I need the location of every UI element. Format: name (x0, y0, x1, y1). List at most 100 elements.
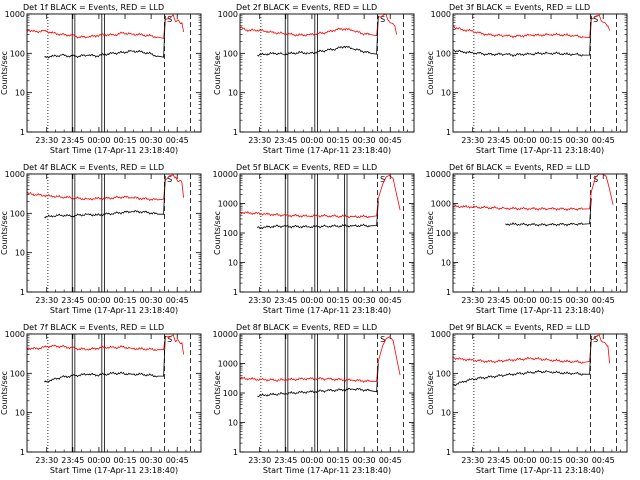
plot-frame (452, 173, 628, 293)
y-tick-label: 1 (446, 288, 451, 297)
x-tick-label: 00:15 (113, 456, 136, 465)
y-tick-label: 100 (436, 229, 451, 238)
y-tick-label: 10 (15, 89, 25, 98)
y-tick-label: 100 (436, 49, 451, 58)
s-marker-label: S (593, 15, 598, 24)
chart-panel-7: Det 7f BLACK = Events, RED = LLD Counts/s… (0, 323, 202, 475)
y-tick-label: 10 (15, 249, 25, 258)
s-marker-label: S (167, 175, 172, 184)
chart-title: Det 2f BLACK = Events, RED = LLD (236, 3, 377, 12)
x-tick-label: 00:30 (140, 456, 163, 465)
y-tick-label: 100 (10, 49, 25, 58)
x-tick-label: 00:45 (166, 136, 189, 145)
events-series-line (505, 198, 592, 227)
chart-panel-3: Det 3f BLACK = Events, RED = LLD Counts/s… (426, 3, 628, 155)
x-tick-label: 23:45 (487, 456, 510, 465)
y-tick-label: 1000 (5, 330, 25, 339)
x-tick-label: 23:45 (61, 456, 84, 465)
events-series-line (44, 15, 166, 59)
plot-frame (26, 13, 202, 133)
y-tick-label: 1000 (431, 330, 451, 339)
y-tick-label: 100 (10, 369, 25, 378)
x-tick-label: 23:30 (35, 456, 58, 465)
x-axis-label: Start Time (17-Apr-11 23:18:40) (50, 306, 178, 315)
y-tick-label: 1 (446, 128, 451, 137)
x-tick-label: 00:45 (379, 456, 402, 465)
x-tick-label: 00:45 (592, 296, 615, 305)
x-tick-label: 00:45 (379, 136, 402, 145)
y-axis-label: Counts/sec (213, 371, 222, 415)
chart-panel-5: Det 5f BLACK = Events, RED = LLD Counts/s… (213, 163, 415, 315)
x-tick-label: 00:30 (566, 296, 589, 305)
y-tick-label: 1 (446, 448, 451, 457)
y-axis-label: Counts/sec (426, 51, 435, 95)
x-axis-label: Start Time (17-Apr-11 23:18:40) (263, 466, 391, 475)
x-axis-label: Start Time (17-Apr-11 23:18:40) (263, 146, 391, 155)
events-series-line (257, 363, 379, 398)
plot-frame (239, 173, 415, 293)
chart-title: Det 9f BLACK = Events, RED = LLD (449, 323, 590, 332)
chart-title: Det 8f BLACK = Events, RED = LLD (236, 323, 377, 332)
x-tick-label: 23:30 (461, 456, 484, 465)
chart-panel-2: Det 2f BLACK = Events, RED = LLD Counts/s… (213, 3, 415, 155)
y-tick-label: 10 (15, 409, 25, 418)
y-axis-label: Counts/sec (213, 211, 222, 255)
chart-panel-1: Det 1f BLACK = Events, RED = LLD Counts/s… (0, 3, 202, 155)
y-tick-label: 1 (233, 448, 238, 457)
y-axis-label: Counts/sec (0, 51, 9, 95)
plot-frame (452, 333, 628, 453)
x-tick-label: 23:30 (248, 136, 271, 145)
y-tick-label: 1000 (5, 10, 25, 19)
x-axis-label: Start Time (17-Apr-11 23:18:40) (50, 466, 178, 475)
x-tick-label: 00:15 (113, 296, 136, 305)
y-axis-label: Counts/sec (0, 371, 9, 415)
y-tick-label: 100 (223, 49, 238, 58)
chart-panel-4: Det 4f BLACK = Events, RED = LLD Counts/s… (0, 163, 202, 315)
y-tick-label: 1 (233, 128, 238, 137)
y-tick-label: 1000 (431, 200, 451, 209)
plot-frame (452, 13, 628, 133)
events-series-line (44, 335, 166, 383)
y-tick-label: 10 (441, 409, 451, 418)
x-tick-label: 00:30 (566, 136, 589, 145)
lld-series-line (26, 174, 184, 202)
x-tick-label: 23:30 (461, 136, 484, 145)
events-series-line (257, 15, 379, 57)
x-tick-label: 00:45 (592, 456, 615, 465)
y-tick-label: 100 (223, 389, 238, 398)
x-tick-label: 23:30 (35, 136, 58, 145)
lld-series-line (240, 13, 397, 37)
x-tick-label: 00:30 (140, 136, 163, 145)
x-tick-label: 23:45 (487, 296, 510, 305)
chart-title: Det 5f BLACK = Events, RED = LLD (236, 163, 377, 172)
lld-series-line (26, 334, 184, 355)
y-tick-label: 10 (441, 259, 451, 268)
x-tick-label: 00:00 (513, 296, 536, 305)
x-tick-label: 00:00 (300, 136, 323, 145)
s-marker-label: S (593, 335, 598, 344)
chart-panel-6: Det 6f BLACK = Events, RED = LLD Counts/s… (426, 163, 628, 315)
x-tick-label: 00:15 (326, 456, 349, 465)
s-marker-label: S (167, 335, 172, 344)
x-tick-label: 23:30 (461, 296, 484, 305)
y-tick-label: 10 (228, 259, 238, 268)
y-tick-label: 10000 (213, 170, 238, 179)
lld-series-line (239, 336, 401, 383)
chart-title: Det 4f BLACK = Events, RED = LLD (23, 163, 164, 172)
y-tick-label: 1000 (218, 200, 238, 209)
x-tick-label: 23:45 (274, 456, 297, 465)
events-series-line (44, 175, 166, 219)
y-tick-label: 1000 (218, 360, 238, 369)
x-tick-label: 00:30 (353, 456, 376, 465)
x-tick-label: 00:00 (513, 456, 536, 465)
x-tick-label: 00:30 (566, 456, 589, 465)
y-tick-label: 10 (441, 89, 451, 98)
s-marker-label: S (380, 175, 385, 184)
y-tick-label: 1000 (5, 170, 25, 179)
chart-panel-8: Det 8f BLACK = Events, RED = LLD Counts/s… (213, 323, 415, 475)
y-tick-label: 10000 (213, 330, 238, 339)
y-tick-label: 100 (436, 369, 451, 378)
s-marker-label: S (593, 175, 598, 184)
x-tick-label: 00:30 (140, 296, 163, 305)
chart-title: Det 7f BLACK = Events, RED = LLD (23, 323, 164, 332)
